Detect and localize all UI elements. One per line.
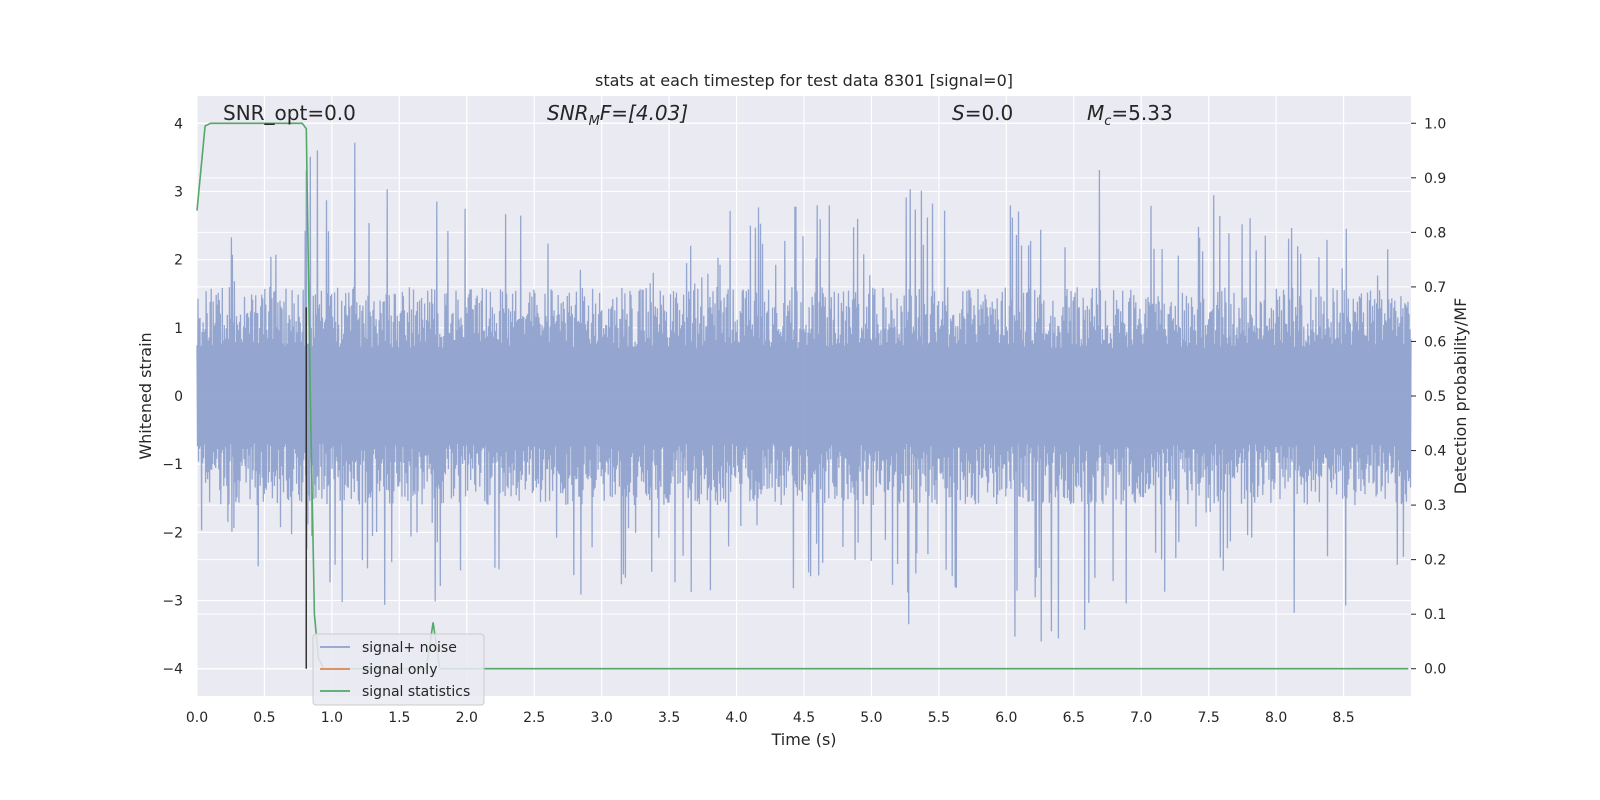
right-y-tick-label: 0.3 — [1424, 498, 1446, 514]
right-y-tick-label: 0.0 — [1424, 662, 1446, 678]
right-y-tick-label: 0.8 — [1424, 225, 1446, 241]
left-y-tick-label: 1 — [174, 321, 183, 337]
right-y-tick-label: 0.1 — [1424, 607, 1446, 623]
left-y-tick-label: 3 — [174, 184, 183, 200]
left-y-tick-label: −2 — [162, 525, 183, 541]
x-tick-label: 6.0 — [995, 710, 1017, 726]
left-y-tick-labels: −4 −3 −2 −1 0 1 2 3 4 — [162, 116, 183, 677]
right-y-tick-label: 1.0 — [1424, 116, 1446, 132]
x-tick-label: 3.0 — [591, 710, 613, 726]
x-tick-label: 0.0 — [186, 710, 208, 726]
signal-noise-series — [196, 142, 1412, 642]
annotation-snr-mf: SNRMF=[4.03] — [547, 101, 688, 129]
left-y-tick-label: 0 — [174, 389, 183, 405]
annotation-mc: Mc=5.33 — [1087, 101, 1173, 129]
x-axis-label: Time (s) — [770, 730, 836, 749]
right-y-tick-label: 0.9 — [1424, 171, 1446, 187]
x-tick-label: 8.0 — [1265, 710, 1287, 726]
x-tick-labels: 0.0 0.5 1.0 1.5 2.0 2.5 3.0 3.5 4.0 4.5 5.0 5.5 6.0 6… — [186, 710, 1355, 726]
x-tick-label: 4.0 — [725, 710, 747, 726]
chart-title: stats at each timestep for test data 830… — [595, 71, 1013, 90]
left-y-tick-label: −4 — [162, 662, 183, 678]
legend: signal+ noise signal only signal statist… — [312, 633, 485, 706]
right-y-tick-label: 0.5 — [1424, 389, 1446, 405]
x-tick-label: 5.0 — [860, 710, 882, 726]
legend-box — [312, 633, 485, 706]
right-y-tick-label: 0.2 — [1424, 553, 1446, 569]
x-tick-label: 6.5 — [1063, 710, 1085, 726]
legend-label-signal-statistics: signal statistics — [362, 684, 470, 700]
left-y-tick-label: −3 — [162, 594, 183, 610]
legend-label-signal-noise: signal+ noise — [362, 640, 457, 656]
left-y-tick-label: 4 — [174, 116, 183, 132]
left-y-tick-label: 2 — [174, 253, 183, 269]
annotation-s: S=0.0 — [952, 101, 1013, 125]
right-y-tick-label: 0.4 — [1424, 444, 1446, 460]
x-tick-label: 0.5 — [253, 710, 275, 726]
x-tick-label: 1.0 — [321, 710, 343, 726]
right-y-tick-label: 0.7 — [1424, 280, 1446, 296]
left-y-tick-label: −1 — [162, 457, 183, 473]
x-tick-label: 3.5 — [658, 710, 680, 726]
x-tick-label: 8.5 — [1332, 710, 1354, 726]
signal-noise-line — [196, 142, 1412, 642]
x-tick-label: 2.0 — [456, 710, 478, 726]
x-tick-label: 7.0 — [1130, 710, 1152, 726]
x-tick-label: 1.5 — [388, 710, 410, 726]
x-tick-label: 5.5 — [928, 710, 950, 726]
x-tick-label: 7.5 — [1198, 710, 1220, 726]
right-y-axis-label: Detection probability/MF — [1451, 298, 1470, 495]
right-y-tick-label: 0.6 — [1424, 334, 1446, 350]
left-y-axis-label: Whitened strain — [136, 332, 155, 459]
x-tick-label: 4.5 — [793, 710, 815, 726]
x-tick-label: 2.5 — [523, 710, 545, 726]
legend-label-signal-only: signal only — [362, 662, 437, 678]
right-y-tick-labels: 0.0 0.1 0.2 0.3 0.4 0.5 0.6 0.7 0.8 0.9 1.0 — [1411, 116, 1446, 678]
annotation-snr-opt: SNR_opt=0.0 — [223, 101, 356, 125]
